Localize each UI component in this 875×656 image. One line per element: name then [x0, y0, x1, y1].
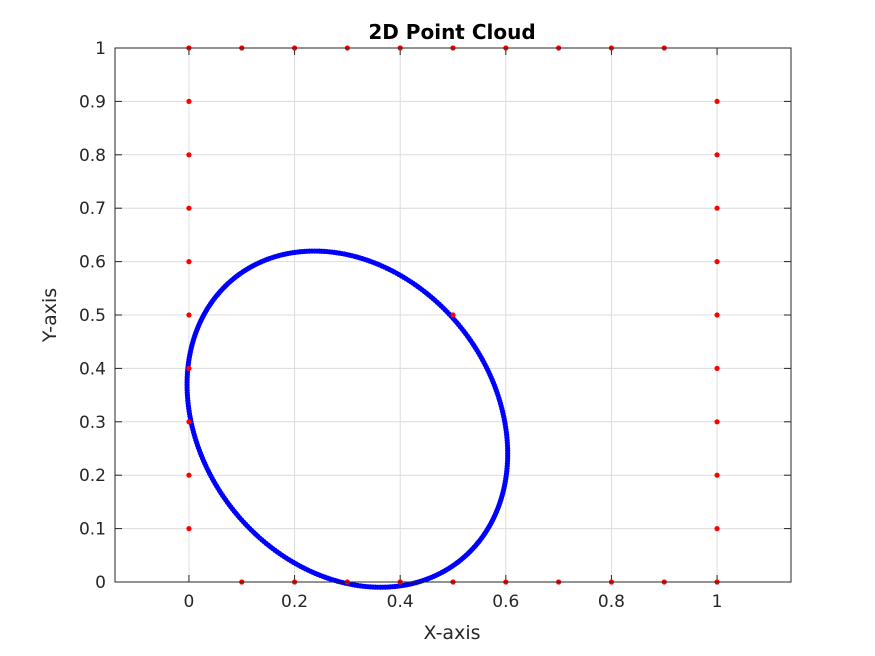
- y-tick-label: 0.6: [79, 253, 106, 273]
- chart-title: 2D Point Cloud: [368, 20, 535, 44]
- grid-point: [714, 472, 720, 478]
- grid-point: [186, 526, 192, 532]
- grid-point: [714, 419, 720, 425]
- x-axis-ticks: 0 0.2 0.4 0.6 0.8 1: [184, 48, 723, 612]
- grid-point: [714, 312, 720, 318]
- x-tick-label: 0.2: [281, 592, 308, 612]
- point-cloud: [184, 45, 720, 590]
- grid-point: [714, 526, 720, 532]
- y-tick-label: 0.9: [79, 92, 106, 112]
- grid-point: [186, 152, 192, 158]
- x-tick-label: 1: [712, 592, 723, 612]
- grid-point: [186, 312, 192, 318]
- y-tick-label: 0.5: [79, 306, 106, 326]
- grid-point: [714, 205, 720, 211]
- grid-point: [186, 259, 192, 265]
- x-tick-label: 0: [184, 592, 195, 612]
- x-tick-label: 0.6: [492, 592, 519, 612]
- ellipse-point: [458, 557, 464, 563]
- y-tick-label: 0.2: [79, 466, 106, 486]
- grid-point: [186, 205, 192, 211]
- y-tick-label: 0.8: [79, 146, 106, 166]
- grid-point: [450, 312, 456, 318]
- grid-point: [186, 98, 192, 104]
- y-tick-label: 0.4: [79, 359, 106, 379]
- grid-point: [714, 98, 720, 104]
- grid-point: [186, 419, 192, 425]
- plot-frame: [114, 47, 792, 583]
- x-tick-label: 0.8: [598, 592, 625, 612]
- grid-point: [186, 472, 192, 478]
- grid-point: [186, 365, 192, 371]
- grid-point: [714, 365, 720, 371]
- y-axis-title: Y-axis: [39, 288, 61, 343]
- grid-point: [714, 259, 720, 265]
- x-axis-title: X-axis: [424, 622, 481, 644]
- y-tick-label: 0.1: [79, 520, 106, 540]
- grid-point: [714, 152, 720, 158]
- x-tick-label: 0.4: [387, 592, 414, 612]
- y-axis-ticks: 0 0.1 0.2 0.3 0.4 0.5 0.6 0.7 0.8 0.9 1: [79, 39, 791, 593]
- y-tick-label: 0: [95, 573, 106, 593]
- y-tick-label: 1: [95, 39, 106, 59]
- y-tick-label: 0.3: [79, 413, 106, 433]
- y-tick-label: 0.7: [79, 199, 106, 219]
